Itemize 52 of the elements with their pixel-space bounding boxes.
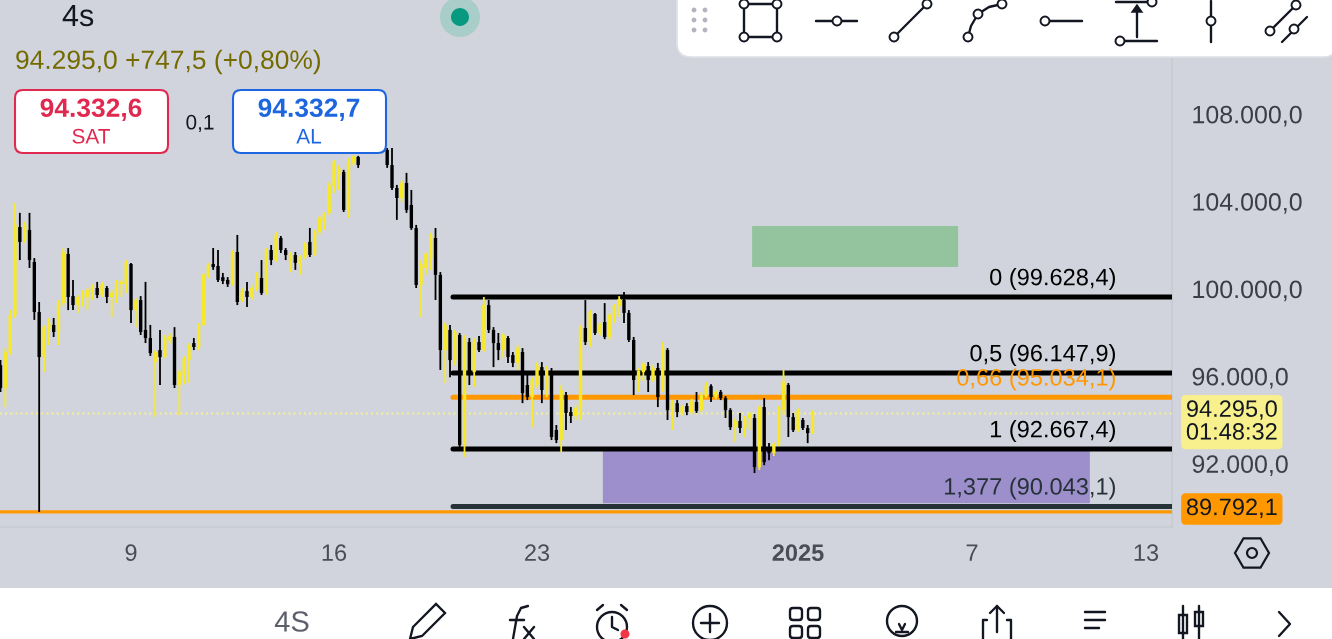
x-tick-label: 9	[125, 544, 137, 562]
annotation: AL	[296, 129, 322, 144]
candlestick	[694, 391, 699, 414]
candlestick	[163, 334, 167, 360]
candlestick	[269, 244, 273, 266]
candlestick	[733, 417, 737, 443]
y-tick-label: 104.000,0	[1193, 193, 1302, 214]
y-tick-label: 92.000,0	[1192, 455, 1288, 476]
candlestick	[124, 259, 128, 294]
candlestick	[0, 359, 3, 393]
candlestick	[245, 281, 249, 308]
candlestick	[501, 332, 505, 360]
y-tick-label: 108.000,0	[1193, 105, 1302, 127]
x-tick-label: 13	[1134, 544, 1159, 562]
annotation: SAT	[72, 128, 111, 144]
y-tick-label: 96.000,0	[1192, 367, 1288, 389]
candlestick	[153, 349, 157, 419]
x-tick-label: 16	[322, 544, 347, 562]
annotation: 0,1	[186, 114, 214, 133]
candlestick	[602, 302, 607, 341]
candlestick	[390, 147, 394, 191]
series-label: 0,5 (96.147,9)	[970, 344, 1115, 367]
x-tick-label: 7	[966, 544, 978, 561]
x-tick-label: 2025	[772, 544, 824, 562]
ref-line-label: 89.792,1	[1186, 498, 1277, 519]
candlestick	[738, 412, 742, 434]
annotation: 94.332,6	[40, 98, 142, 121]
candlestick	[109, 289, 114, 318]
candlestick	[796, 407, 800, 433]
x-tick-label: 23	[525, 544, 550, 562]
text: 4S	[274, 611, 309, 632]
candlestick	[134, 297, 138, 329]
chart-title: 4s	[62, 4, 94, 27]
candlestick	[385, 147, 389, 169]
candlestick	[617, 295, 621, 318]
candlestick	[158, 329, 162, 386]
candlestick	[395, 184, 399, 221]
candlestick	[791, 412, 795, 433]
series-label: 1 (92.667,4)	[990, 420, 1115, 443]
series-label: 1,377 (90.043,1)	[944, 477, 1115, 500]
candlestick	[18, 211, 22, 261]
candlestick	[515, 344, 520, 371]
candlestick	[298, 254, 302, 276]
y-tick-label: 100.000,0	[1193, 280, 1302, 302]
candlestick	[743, 415, 747, 438]
candlestick	[308, 227, 312, 258]
candlestick	[593, 312, 597, 336]
series-label: 0 (99.628,4)	[990, 268, 1115, 291]
ref-line-label: 94.295,0 01:48:32	[1186, 400, 1277, 440]
candlestick	[636, 367, 641, 393]
annotation: 94.295,0 +747,5 (+0,80%)	[16, 49, 320, 75]
annotation: 94.332,7	[258, 98, 360, 121]
